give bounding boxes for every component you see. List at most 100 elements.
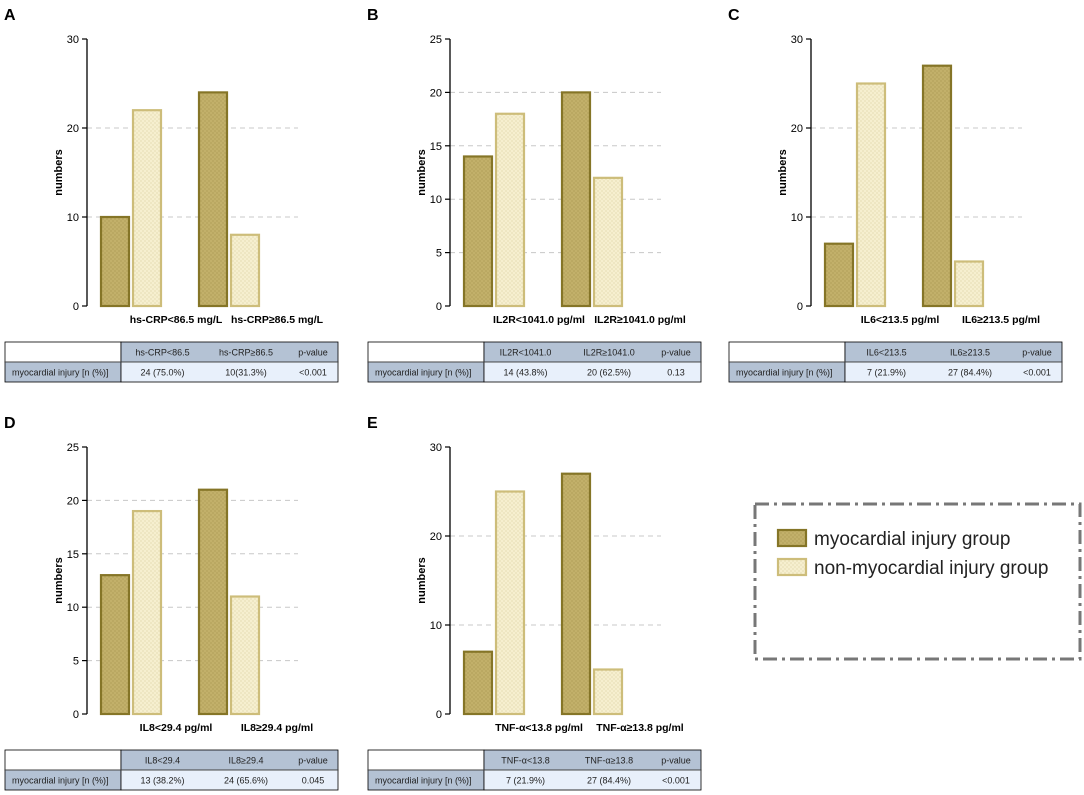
x-category-label: IL2R<1041.0 pg/ml [493,314,585,326]
table-cell: 13 (38.2%) [140,776,184,786]
stats-table: TNF-α<13.8 TNF-α≥13.8 p-value myocardial in… [367,749,702,791]
table-cell: 7 (21.9%) [867,368,906,378]
table-corner-cell [4,341,122,363]
y-tick-label: 0 [436,301,442,313]
chart-panel-A: A 0 10 20 30 numbers hs-CRP<86.5 mg/L hs-CRP≥86… [4,7,339,383]
y-tick-label: 15 [430,141,442,153]
table-cell: 7 (21.9%) [506,776,545,786]
y-tick-label: 25 [67,442,79,454]
x-category-label: IL6≥213.5 pg/ml [962,314,1040,326]
y-tick-label: 5 [73,656,79,668]
stats-table: IL8<29.4 IL8≥29.4 p-value myocardial injury… [4,749,339,791]
y-tick-label: 10 [67,602,79,614]
legend-box: myocardial injury group non-myocardial in… [753,502,1082,661]
x-category-label: IL6<213.5 pg/ml [861,314,940,326]
panel-letter: E [367,415,378,432]
y-tick-label: 0 [436,709,442,721]
table-cell: <0.001 [1023,368,1051,378]
table-header-cell: p-value [1022,348,1052,358]
panels: A 0 10 20 30 numbers hs-CRP<86.5 mg/L hs-CRP≥86… [4,7,1063,791]
stats-table: hs-CRP<86.5 hs-CRP≥86.5 p-value myocardial … [4,341,339,383]
chart-panel-D: D 0 5 10 15 20 25 numbers IL8<29.4 pg/ml IL8≥29.4… [4,415,339,791]
table-header-cell: IL2R<1041.0 [500,348,552,358]
y-tick-label: 30 [791,34,803,46]
table-corner-cell [367,749,485,771]
table-cell: 0.045 [302,776,325,786]
y-tick-label: 30 [430,442,442,454]
x-category-label: hs-CRP≥86.5 mg/L [231,314,324,326]
bar-noninjury-0 [494,112,526,308]
bar-noninjury-1 [592,668,624,716]
y-axis-label: numbers [416,149,428,195]
table-header-cell: IL6<213.5 [866,348,906,358]
y-tick-label: 20 [67,123,79,135]
table-header-cell: IL6≥213.5 [950,348,990,358]
y-axis-label: numbers [416,557,428,603]
y-tick-label: 10 [67,212,79,224]
table-cell: 0.13 [667,368,685,378]
table-header-cell: p-value [298,756,328,766]
table-cell: myocardial injury [n (%)] [12,368,109,378]
table-corner-cell [4,749,122,771]
bar-noninjury-0 [131,509,163,716]
bar-injury-1 [560,91,592,308]
y-tick-label: 10 [430,194,442,206]
bar-noninjury-1 [953,260,985,308]
table-cell: 10(31.3%) [225,368,267,378]
table-header-cell: IL8≥29.4 [229,756,264,766]
panel-letter: B [367,7,379,24]
bar-injury-1 [197,91,229,308]
table-cell: myocardial injury [n (%)] [375,368,472,378]
table-header-cell: hs-CRP<86.5 [135,348,189,358]
panel-letter: C [728,7,740,24]
table-cell: 20 (62.5%) [587,368,631,378]
bar-noninjury-0 [494,490,526,716]
table-header-cell: p-value [661,756,691,766]
y-axis-label: numbers [777,149,789,195]
chart-panel-E: E 0 10 20 30 numbers TNF-α<13.8 pg/ml TNF-α≥13.… [367,415,702,791]
y-tick-label: 5 [436,248,442,260]
x-category-label: IL8≥29.4 pg/ml [241,722,313,734]
table-header-cell: IL8<29.4 [145,756,180,766]
bar-injury-0 [99,215,131,308]
bar-injury-1 [921,64,953,308]
bar-noninjury-0 [131,109,163,308]
bar-injury-1 [560,472,592,716]
y-tick-label: 20 [430,87,442,99]
bar-injury-1 [197,488,229,716]
x-category-label: hs-CRP<86.5 mg/L [130,314,223,326]
x-category-label: IL2R≥1041.0 pg/ml [594,314,686,326]
y-tick-label: 30 [67,34,79,46]
table-corner-cell [728,341,846,363]
table-cell: myocardial injury [n (%)] [12,776,109,786]
x-category-label: TNF-α≥13.8 pg/ml [596,722,684,734]
panel-letter: D [4,415,16,432]
stats-table: IL2R<1041.0 IL2R≥1041.0 p-value myocardial … [367,341,702,383]
panel-letter: A [4,7,16,24]
bar-noninjury-1 [592,176,624,308]
table-cell: 27 (84.4%) [948,368,992,378]
table-cell: 14 (43.8%) [503,368,547,378]
legend-swatch-noninjury [776,557,808,577]
table-header-cell: TNF-α<13.8 [501,756,549,766]
bar-injury-0 [823,242,855,308]
chart-panel-C: C 0 10 20 30 numbers IL6<213.5 pg/ml IL6≥213.5 … [728,7,1063,383]
y-tick-label: 10 [430,620,442,632]
y-tick-label: 10 [791,212,803,224]
y-tick-label: 0 [73,709,79,721]
legend-label-noninjury: non-myocardial injury group [814,558,1048,579]
bar-noninjury-1 [229,233,261,308]
table-cell: myocardial injury [n (%)] [375,776,472,786]
table-cell: 24 (65.6%) [224,776,268,786]
y-tick-label: 0 [73,301,79,313]
table-cell: <0.001 [662,776,690,786]
chart-panel-B: B 0 5 10 15 20 25 numbers IL2R<1041.0 pg/ml IL2R≥… [367,7,702,383]
y-tick-label: 20 [67,495,79,507]
table-header-cell: IL2R≥1041.0 [583,348,634,358]
legend-swatch-injury [776,528,808,548]
table-cell: 27 (84.4%) [587,776,631,786]
x-category-label: IL8<29.4 pg/ml [140,722,213,734]
legend-border [753,502,1082,661]
bar-injury-0 [462,155,494,308]
